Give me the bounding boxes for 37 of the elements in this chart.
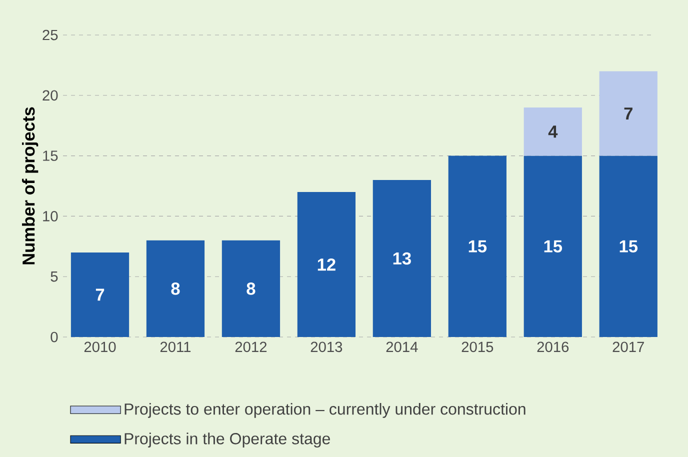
bar [372, 180, 431, 338]
data-label: 8 [246, 282, 256, 295]
x-tick-label: 2012 [235, 342, 267, 352]
y-tick-label: 15 [43, 150, 58, 161]
legend-label: Projects in the Operate stage [124, 432, 330, 448]
data-label: 7 [96, 288, 104, 301]
x-tick-label: 2010 [84, 342, 116, 352]
data-label: 13 [393, 252, 411, 265]
x-tick-label: 2013 [310, 342, 342, 352]
bar [70, 252, 130, 338]
y-tick-label: 0 [50, 332, 58, 342]
y-axis-title: Number of projects [22, 107, 38, 264]
data-label: 15 [544, 240, 562, 252]
x-tick-label: 2011 [160, 342, 191, 352]
bar [524, 107, 582, 156]
data-label: 15 [620, 240, 638, 252]
bar [599, 156, 658, 338]
y-tick-label: 20 [42, 90, 58, 101]
bar [297, 192, 356, 338]
bar [448, 156, 506, 338]
x-tick-label: 2017 [612, 342, 644, 352]
bar [222, 240, 280, 338]
data-label: 7 [624, 108, 632, 120]
y-tick-label: 25 [42, 30, 58, 40]
data-label: 12 [318, 258, 336, 271]
data-label: 4 [548, 126, 558, 138]
bar [146, 240, 205, 338]
data-label: 8 [171, 282, 180, 295]
y-tick-label: 10 [43, 211, 58, 222]
x-tick-label: 2014 [386, 342, 418, 352]
y-tick-label: 5 [50, 271, 58, 282]
legend-label: Projects to enter operation – currently under construction [124, 403, 526, 418]
data-label: 15 [468, 240, 487, 252]
x-tick-label: 2015 [462, 342, 494, 352]
bar [524, 156, 582, 338]
x-tick-label: 2016 [537, 342, 569, 352]
bar [599, 71, 658, 156]
